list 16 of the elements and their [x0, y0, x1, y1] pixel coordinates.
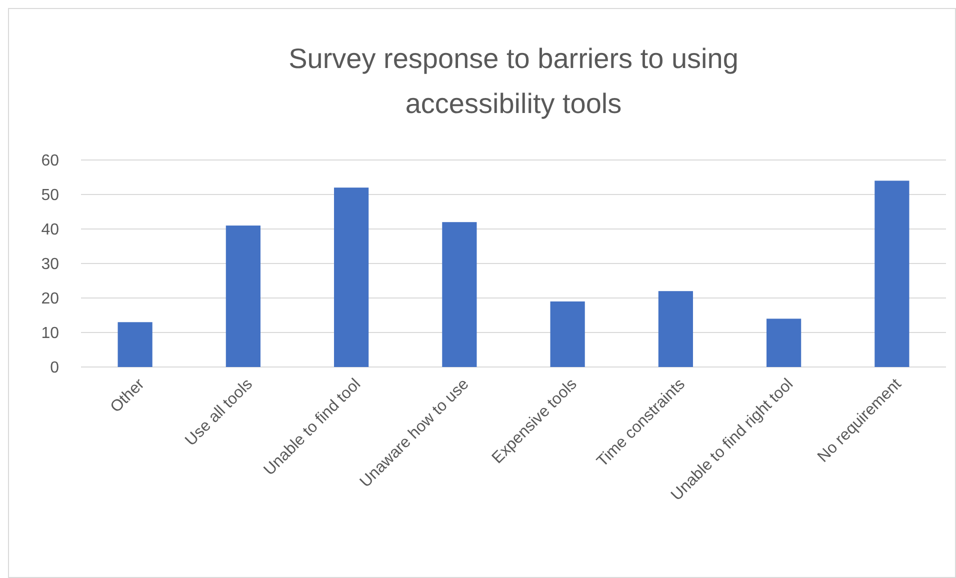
- bar: [334, 188, 369, 367]
- bar: [226, 226, 260, 367]
- y-tick-label: 0: [50, 360, 60, 377]
- bar: [658, 291, 693, 367]
- y-tick-label: 60: [41, 152, 60, 170]
- y-tick-label: 20: [41, 290, 60, 308]
- bar: [874, 180, 910, 367]
- y-tick-label: 30: [41, 256, 60, 274]
- y-tick-label: 40: [41, 222, 60, 239]
- bar: [550, 301, 585, 367]
- y-tick-label: 50: [41, 187, 60, 204]
- chart-title: Survey response to barriers to using accessibility tools: [288, 43, 738, 119]
- bar: [442, 222, 477, 367]
- bar: [766, 318, 802, 367]
- bar: [118, 322, 152, 367]
- y-tick-label: 10: [41, 325, 60, 342]
